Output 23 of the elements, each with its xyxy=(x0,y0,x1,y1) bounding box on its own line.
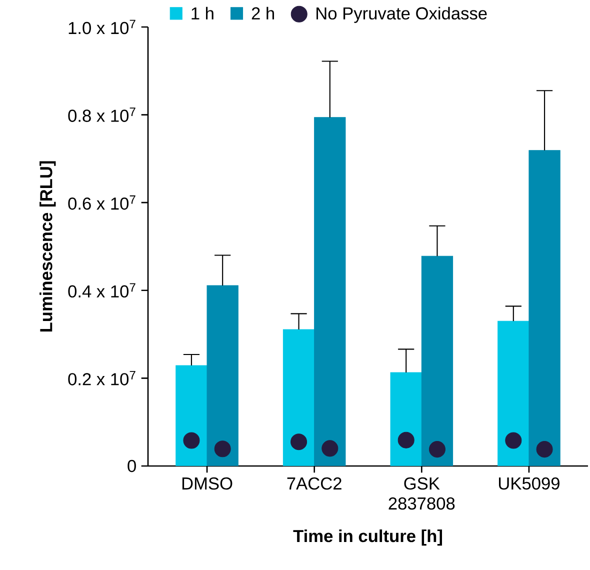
x-tick-label: 7ACC2 xyxy=(287,477,342,490)
y-tick-label: 0.4 x 10$^{7}$ xyxy=(68,283,136,298)
legend-label: No Pyruvate Oxidasse xyxy=(316,6,487,23)
bar xyxy=(314,117,346,466)
y-tick-label: 0.8 x 10$^{7}$ xyxy=(68,108,136,122)
bar xyxy=(528,150,560,466)
y-tick-label: 0.6 x 10$^{7}$ xyxy=(68,195,136,210)
y-tick-label: 1.0 x 10$^{7}$ xyxy=(68,20,136,34)
legend-label: 1 h xyxy=(192,6,214,20)
bar xyxy=(206,285,238,466)
y-tick-label: 0 xyxy=(128,460,136,472)
x-tick-label: GSK 2837808 xyxy=(388,477,455,510)
y-tick-label: 0.2 x 10$^{7}$ xyxy=(68,371,136,386)
y-axis-title: Luminescence [RLU] xyxy=(40,161,56,332)
bar xyxy=(421,256,454,466)
bar xyxy=(498,320,530,466)
bar xyxy=(176,365,208,466)
x-tick-label: DMSO xyxy=(182,477,232,490)
bar xyxy=(390,372,422,466)
legend-label: 2 h xyxy=(252,6,274,20)
x-axis-title: Time in culture [h] xyxy=(293,529,442,546)
x-tick-label: UK5099 xyxy=(498,477,560,490)
bar xyxy=(282,329,315,466)
